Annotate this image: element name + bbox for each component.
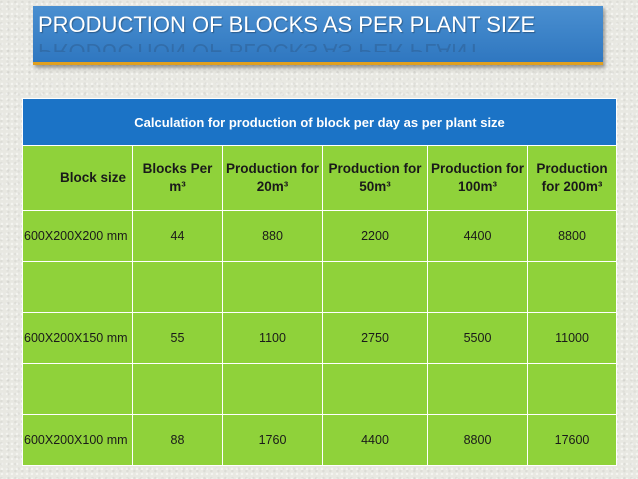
table-caption: Calculation for production of block per … — [21, 98, 618, 146]
cell-production-20: 1760 — [222, 414, 323, 466]
title-banner — [33, 6, 603, 65]
slide-title: PRODUCTION OF BLOCKS AS PER PLANT SIZE — [38, 12, 536, 37]
cell-block-size: 600X200X100 mm — [22, 414, 133, 466]
header-production-200: Production for 200m³ — [526, 145, 618, 211]
cell-production-200: 8800 — [526, 210, 618, 262]
cell-production-100: 5500 — [427, 312, 528, 364]
title-reflection: PRODUCTION OF BLOCKS AS PER PLANT — [38, 38, 598, 52]
title-reflection-text: PRODUCTION OF BLOCKS AS PER PLANT — [38, 39, 481, 52]
cell-blocks-per-m3: 88 — [132, 414, 223, 466]
cell-production-50: 4400 — [322, 414, 428, 466]
header-blocks-per-m3: Blocks Per m³ — [132, 145, 223, 211]
cell-production-100: 8800 — [427, 414, 528, 466]
table-row-empty — [22, 261, 618, 313]
cell-production-20: 1100 — [222, 312, 323, 364]
cell-blocks-per-m3: 55 — [132, 312, 223, 364]
table-row: 600X200X150 mm 55 1100 2750 5500 11000 — [22, 312, 618, 364]
header-production-50: Production for 50m³ — [322, 145, 428, 211]
cell-production-50: 2200 — [322, 210, 428, 262]
table-row: 600X200X200 mm 44 880 2200 4400 8800 — [22, 210, 618, 262]
production-table: Calculation for production of block per … — [21, 98, 618, 466]
cell-blocks-per-m3: 44 — [132, 210, 223, 262]
cell-production-100: 4400 — [427, 210, 528, 262]
header-production-100: Production for 100m³ — [427, 145, 528, 211]
cell-production-200: 11000 — [526, 312, 618, 364]
cell-block-size: 600X200X150 mm — [22, 312, 133, 364]
cell-production-50: 2750 — [322, 312, 428, 364]
cell-block-size: 600X200X200 mm — [22, 210, 133, 262]
table-row: 600X200X100 mm 88 1760 4400 8800 17600 — [22, 414, 618, 466]
header-block-size: Block size — [22, 145, 133, 211]
cell-production-200: 17600 — [526, 414, 618, 466]
table-row-empty — [22, 363, 618, 415]
header-production-20: Production for 20m³ — [222, 145, 323, 211]
cell-production-20: 880 — [222, 210, 323, 262]
